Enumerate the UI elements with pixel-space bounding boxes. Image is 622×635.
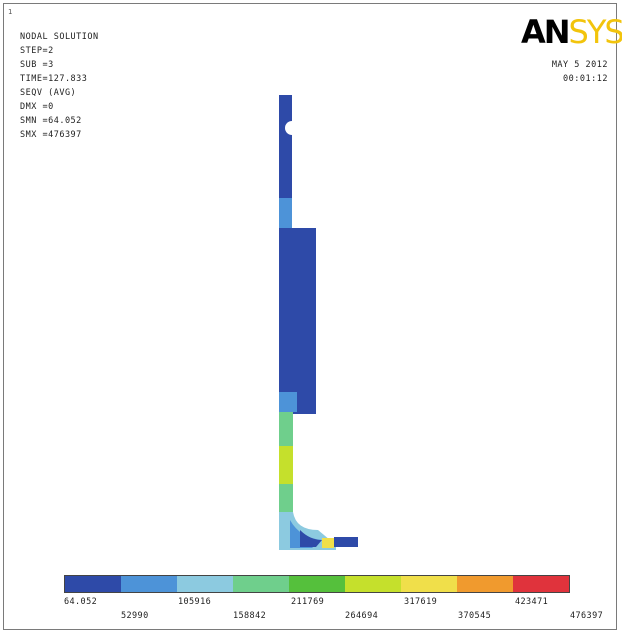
info-dmx: DMX =0	[20, 102, 54, 112]
upper-column	[279, 95, 292, 205]
legend-bottom-label: 476397	[570, 611, 604, 621]
time-text: 00:01:12	[563, 74, 608, 84]
fillet-hotspot	[300, 530, 322, 547]
logo-an: AN	[521, 13, 571, 51]
legend-swatch	[457, 576, 513, 592]
legend-bottom-label: 52990	[121, 611, 149, 621]
middle-block	[279, 228, 316, 414]
date-text: MAY 5 2012	[551, 60, 608, 70]
legend-swatch	[513, 576, 569, 592]
legend-top-label: 64.052	[64, 597, 98, 607]
timestamp: MAY 5 2012 00:01:12	[552, 58, 608, 86]
info-title: NODAL SOLUTION	[20, 32, 99, 42]
lower-column-mid	[279, 484, 293, 514]
solution-info: NODAL SOLUTION STEP=2 SUB =3 TIME=127.83…	[20, 30, 99, 142]
legend-swatch	[65, 576, 121, 592]
contour-legend-bar	[64, 575, 570, 593]
legend-top-label: 105916	[178, 597, 212, 607]
info-sub: SUB =3	[20, 60, 54, 70]
legend-swatch	[401, 576, 457, 592]
foot-yellow	[322, 538, 334, 548]
legend-swatch	[233, 576, 289, 592]
lower-column	[279, 412, 293, 452]
upper-hole	[285, 121, 299, 135]
legend-swatch	[345, 576, 401, 592]
legend-swatch	[289, 576, 345, 592]
logo-sys: SYS	[568, 13, 622, 51]
legend-swatch	[177, 576, 233, 592]
info-time: TIME=127.833	[20, 74, 88, 84]
info-smn: SMN =64.052	[20, 116, 82, 126]
info-step: STEP=2	[20, 46, 54, 56]
lower-column-yellow	[279, 446, 293, 486]
window-number: 1	[8, 8, 13, 16]
foot-flange	[334, 537, 358, 547]
legend-swatch	[121, 576, 177, 592]
info-seqv: SEQV (AVG)	[20, 88, 77, 98]
legend-top-label: 211769	[291, 597, 325, 607]
legend-top-label: 423471	[515, 597, 549, 607]
legend-bottom-label: 264694	[345, 611, 379, 621]
upper-column-lightband	[279, 198, 292, 230]
ansys-logo: ANSYS	[521, 14, 622, 50]
info-smx: SMX =476397	[20, 130, 82, 140]
middle-lightband	[279, 392, 297, 412]
legend-bottom-label: 158842	[233, 611, 267, 621]
legend-top-label: 317619	[404, 597, 438, 607]
legend-bottom-label: 370545	[458, 611, 492, 621]
